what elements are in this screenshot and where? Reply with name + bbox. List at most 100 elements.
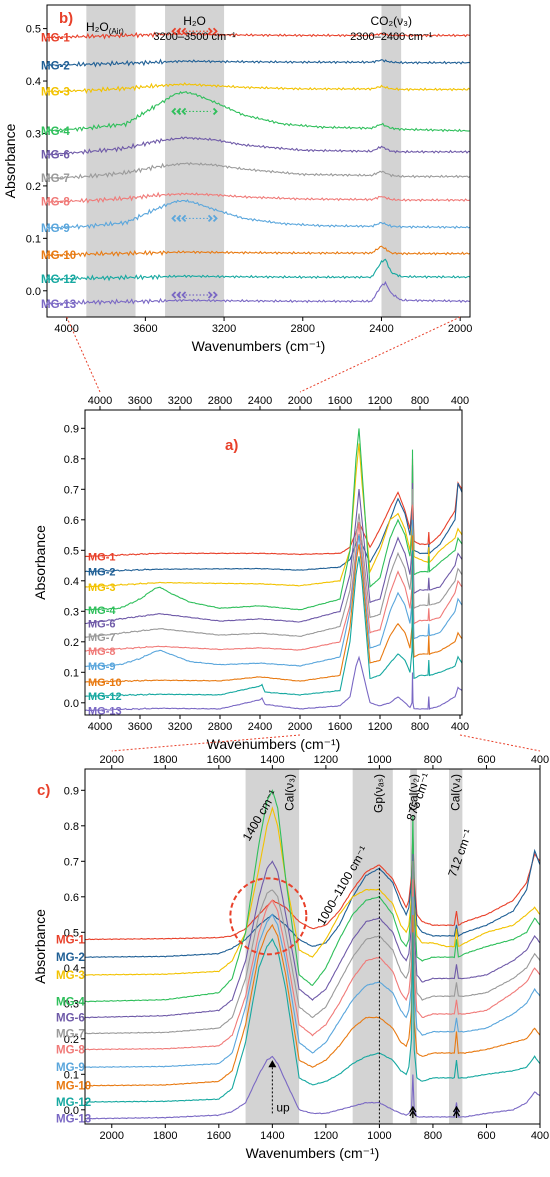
x-top-tick-label-c-1400: 1400 <box>260 754 284 766</box>
x-tick-label-a-4000: 4000 <box>88 721 112 733</box>
y-axis-label-b: Absorbance <box>2 123 18 198</box>
band-label-c-0: Cal(ν₃) <box>282 774 296 811</box>
x-top-tick-label-c-1600: 1600 <box>207 754 231 766</box>
x-tick-label-a-2000: 2000 <box>288 721 312 733</box>
panel-label-b: b) <box>59 10 73 27</box>
y-tick-label-a-4: 0.4 <box>64 576 79 588</box>
shift-arrow-head-2-3 <box>212 214 218 223</box>
series-line-b-MG-12 <box>47 258 470 282</box>
shift-arrow-head-1-2 <box>181 107 187 116</box>
plot-frame-c <box>84 768 541 1125</box>
y-tick-label-c-7: 0.7 <box>64 856 79 868</box>
panel-label-a: a) <box>225 437 238 454</box>
series-label-a-MG-7: MG-7 <box>88 632 116 644</box>
x-top-tick-label-a-3600: 3600 <box>128 395 152 407</box>
y-tick-label-b-3: 0.3 <box>26 128 41 140</box>
series-label-b-MG-8: MG-8 <box>41 197 70 209</box>
x-top-tick-label-a-400: 400 <box>451 395 469 407</box>
x-tick-label-c-600: 600 <box>477 1130 495 1142</box>
series-label-a-MG-12: MG-12 <box>88 691 122 703</box>
x-tick-label-b-4000: 4000 <box>54 323 78 335</box>
band-label-c-3: Cal(ν₄) <box>449 774 463 811</box>
series-line-c-MG-7 <box>85 861 540 1035</box>
y-tick-label-a-3: 0.3 <box>64 606 79 618</box>
series-line-c-MG-8 <box>85 879 540 1051</box>
x-tick-label-b-2800: 2800 <box>291 323 315 335</box>
y-axis-label-c: Absorbance <box>32 909 48 984</box>
series-line-b-MG-6 <box>47 136 470 156</box>
y-tick-label-a-5: 0.5 <box>64 545 79 557</box>
band-c-1 <box>352 769 393 1124</box>
x-tick-label-b-2000: 2000 <box>448 323 472 335</box>
series-label-c-MG-9: MG-9 <box>56 1062 85 1074</box>
plot-frame-a <box>84 409 463 716</box>
series-line-c-MG-3 <box>85 806 540 976</box>
x-top-tick-label-a-1600: 1600 <box>328 395 352 407</box>
y-tick-label-c-5: 0.5 <box>64 927 79 939</box>
series-label-c-MG-10: MG-10 <box>56 1081 91 1093</box>
series-label-a-MG-6: MG-6 <box>88 619 116 631</box>
shift-arrow-head-0-0 <box>171 27 177 35</box>
highlight-circle <box>229 877 308 956</box>
band-range-co2: 2300–2400 cm⁻¹ <box>350 31 433 43</box>
series-label-a-MG-8: MG-8 <box>88 646 116 658</box>
series-line-b-MG-7 <box>47 162 470 180</box>
series-line-a-MG-8 <box>85 504 462 652</box>
panel-a: 4000 4000 3600 3600 3200 3200 2800 2800 2400 2400… <box>32 395 469 752</box>
zoom-connector-2 <box>111 734 301 752</box>
y-tick-label-c-2: 0.2 <box>64 1034 79 1046</box>
band-label-h2o-air-sub: (Air) <box>109 27 124 36</box>
band-label-co2: CO₂(ν₃) <box>371 14 413 28</box>
series-label-b-MG-10: MG-10 <box>41 250 76 262</box>
shift-arrow-head-1-0 <box>171 107 177 116</box>
x-tick-label-c-1400: 1400 <box>260 1130 284 1142</box>
shift-arrow-head-0-2 <box>181 27 187 35</box>
x-tick-label-a-1600: 1600 <box>328 721 352 733</box>
shift-arrow-head-3-1 <box>176 291 182 299</box>
y-tick-label-b-5: 0.5 <box>26 24 41 36</box>
shift-arrow-head-2-1 <box>176 214 182 223</box>
plot-frame-b <box>46 4 471 318</box>
band-b-0 <box>86 5 136 317</box>
x-tick-label-a-400: 400 <box>451 721 469 733</box>
series-line-b-MG-13 <box>47 280 470 306</box>
y-tick-label-a-1: 0.1 <box>64 667 79 679</box>
series-line-a-MG-6 <box>85 483 462 625</box>
x-tick-label-a-2400: 2400 <box>248 721 272 733</box>
series-label-c-MG-4: MG-4 <box>56 997 85 1009</box>
y-tick-label-c-1: 0.1 <box>64 1069 79 1081</box>
x-tick-label-a-3600: 3600 <box>128 721 152 733</box>
y-axis-label-a: Absorbance <box>32 525 48 600</box>
series-label-a-MG-13: MG-13 <box>88 705 122 717</box>
series-line-a-MG-13 <box>85 655 462 712</box>
series-label-b-MG-7: MG-7 <box>41 173 70 185</box>
shift-arrow-head-2-2 <box>181 214 187 223</box>
peak-arrow-712 <box>452 1105 461 1118</box>
series-line-b-MG-4 <box>47 90 470 133</box>
series-label-c-MG-7: MG-7 <box>56 1028 85 1040</box>
series-line-a-MG-10 <box>85 535 462 683</box>
x-tick-label-c-400: 400 <box>531 1130 549 1142</box>
series-line-a-MG-9 <box>85 519 462 667</box>
x-top-tick-label-c-2000: 2000 <box>100 754 124 766</box>
band-b-2 <box>381 5 402 317</box>
series-label-c-MG-8: MG-8 <box>56 1044 85 1056</box>
x-top-tick-label-a-4000: 4000 <box>88 395 112 407</box>
series-label-c-MG-12: MG-12 <box>56 1097 91 1109</box>
series-line-b-MG-9 <box>47 199 470 230</box>
series-line-c-MG-13 <box>85 1055 540 1120</box>
x-tick-label-b-2400: 2400 <box>369 323 393 335</box>
series-line-a-MG-1 <box>85 458 462 558</box>
y-tick-label-c-0: 0.0 <box>64 1105 79 1117</box>
series-label-b-MG-3: MG-3 <box>41 87 70 99</box>
series-line-a-MG-7 <box>85 489 462 638</box>
x-tick-label-c-1600: 1600 <box>207 1130 231 1142</box>
x-top-tick-label-c-1000: 1000 <box>367 754 391 766</box>
x-top-tick-label-c-1800: 1800 <box>153 754 177 766</box>
x-tick-label-c-1200: 1200 <box>314 1130 338 1142</box>
series-label-c-MG-13: MG-13 <box>56 1114 91 1126</box>
zoom-connector-0 <box>66 316 101 393</box>
series-line-b-MG-1 <box>47 31 470 40</box>
series-label-c-MG-1: MG-1 <box>56 934 85 946</box>
x-tick-label-a-800: 800 <box>411 721 429 733</box>
